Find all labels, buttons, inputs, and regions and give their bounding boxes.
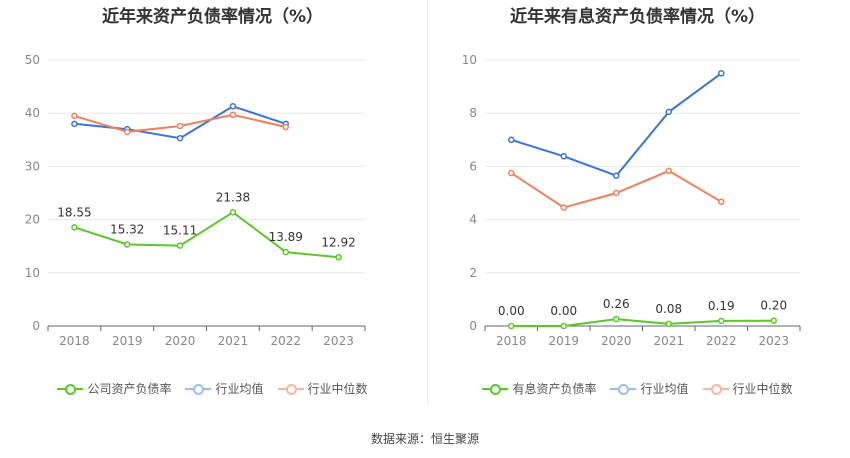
x-tick-label: 2022 bbox=[706, 334, 737, 348]
y-tick-label: 20 bbox=[25, 213, 40, 227]
x-tick-label: 2019 bbox=[112, 334, 143, 348]
legend-label: 行业中位数 bbox=[732, 382, 793, 396]
legend-line-orange-icon bbox=[277, 383, 304, 395]
data-point bbox=[560, 322, 567, 330]
legend-line-orange-icon bbox=[702, 383, 729, 395]
legend-label: 行业均值 bbox=[215, 382, 264, 396]
data-point bbox=[665, 320, 672, 328]
data-point bbox=[718, 198, 725, 206]
y-tick-label: 8 bbox=[469, 106, 477, 120]
data-label: 13.89 bbox=[269, 230, 303, 244]
legend-item-company-ratio[interactable]: 公司资产负债率 bbox=[57, 380, 171, 397]
data-point bbox=[508, 169, 515, 177]
x-tick-label: 2023 bbox=[323, 334, 354, 348]
x-tick-label: 2021 bbox=[653, 334, 684, 348]
x-tick-label: 2018 bbox=[59, 334, 90, 348]
y-tick-label: 0 bbox=[32, 319, 40, 333]
y-tick-label: 30 bbox=[25, 159, 40, 173]
legend-line-green-icon bbox=[482, 383, 509, 395]
data-point bbox=[613, 189, 620, 197]
data-point bbox=[665, 167, 672, 175]
data-point bbox=[718, 317, 725, 325]
data-point bbox=[508, 322, 515, 330]
x-tick-label: 2023 bbox=[758, 334, 789, 348]
legend-item-industry-median[interactable]: 行业中位数 bbox=[702, 380, 793, 397]
right-chart-title: 近年来有息资产负债率情况（%） bbox=[509, 7, 766, 27]
y-tick-label: 2 bbox=[469, 266, 477, 280]
y-tick-label: 0 bbox=[469, 319, 477, 333]
x-tick-label: 2019 bbox=[548, 334, 579, 348]
legend-item-interest-ratio[interactable]: 有息资产负债率 bbox=[482, 380, 596, 397]
data-point bbox=[282, 248, 289, 256]
y-tick-label: 6 bbox=[469, 159, 477, 173]
data-point bbox=[124, 241, 131, 248]
data-label: 0.20 bbox=[760, 299, 787, 313]
legend-item-industry-mean[interactable]: 行业均值 bbox=[185, 380, 264, 397]
data-point bbox=[335, 254, 342, 261]
data-point bbox=[560, 153, 567, 160]
data-label: 0.26 bbox=[603, 297, 630, 311]
data-point bbox=[613, 315, 620, 323]
data-label: 15.32 bbox=[110, 222, 144, 236]
series-line-1 bbox=[74, 105, 287, 140]
x-tick-label: 2020 bbox=[601, 334, 632, 348]
x-tick-label: 2021 bbox=[218, 334, 249, 348]
x-tick-label: 2020 bbox=[165, 334, 196, 348]
data-point bbox=[124, 128, 131, 136]
legend-line-green-icon bbox=[57, 383, 84, 395]
left-chart-plot: 0 10 20 30 40 50 2018 2019 2020 2021 2022 2023 18.55… bbox=[25, 53, 366, 348]
y-tick-label: 10 bbox=[462, 53, 477, 67]
x-tick-label: 2022 bbox=[270, 334, 301, 348]
y-tick-label: 4 bbox=[469, 213, 477, 227]
data-label: 0.08 bbox=[655, 302, 682, 316]
legend-item-industry-mean[interactable]: 行业均值 bbox=[610, 380, 689, 397]
data-point bbox=[176, 122, 184, 130]
data-point bbox=[71, 120, 78, 128]
right-chart-legend: 有息资产负债率 行业均值 行业中位数 bbox=[425, 380, 850, 397]
data-point bbox=[282, 123, 289, 131]
data-point bbox=[229, 103, 237, 110]
legend-item-industry-median[interactable]: 行业中位数 bbox=[277, 380, 368, 397]
data-label: 0.00 bbox=[550, 304, 577, 318]
data-label: 18.55 bbox=[57, 205, 91, 219]
data-label: 12.92 bbox=[321, 235, 355, 249]
left-chart-panel: 近年来资产负债率情况（%） 0 10 20 30 40 50 2018 2019 2020 202… bbox=[0, 0, 425, 420]
x-tick-label: 2018 bbox=[496, 334, 527, 348]
legend-label: 行业均值 bbox=[640, 382, 689, 396]
data-point bbox=[229, 209, 237, 216]
y-tick-label: 50 bbox=[25, 53, 40, 67]
data-point bbox=[560, 204, 567, 211]
legend-line-blue-icon bbox=[610, 383, 637, 395]
data-label: 21.38 bbox=[216, 190, 250, 204]
data-point bbox=[770, 317, 777, 324]
data-label: 15.11 bbox=[163, 224, 197, 238]
right-chart-panel: 近年来有息资产负债率情况（%） 0 2 4 6 8 10 2018 2019 2020 2021 2… bbox=[425, 0, 850, 420]
data-label: 0.19 bbox=[708, 299, 735, 313]
series-line-1 bbox=[511, 72, 722, 177]
data-point bbox=[508, 136, 515, 144]
data-label: 0.00 bbox=[498, 304, 525, 318]
data-source-note: 数据来源：恒生聚源 bbox=[370, 432, 479, 446]
left-chart-title: 近年来资产负债率情况（%） bbox=[101, 7, 324, 27]
data-point bbox=[176, 134, 184, 142]
data-point bbox=[71, 112, 78, 120]
data-point bbox=[229, 111, 237, 119]
legend-label: 公司资产负债率 bbox=[87, 382, 172, 396]
legend-line-blue-icon bbox=[185, 383, 212, 395]
right-chart-plot: 0 2 4 6 8 10 2018 2019 2020 2021 2022 2023 0.00 0.00 0… bbox=[462, 53, 801, 348]
legend-label: 行业中位数 bbox=[307, 382, 368, 396]
data-point bbox=[71, 224, 78, 231]
data-point bbox=[665, 108, 672, 116]
data-point bbox=[176, 242, 184, 249]
y-tick-label: 10 bbox=[25, 266, 40, 280]
panel-divider bbox=[427, 0, 428, 405]
data-point bbox=[718, 70, 725, 77]
data-point bbox=[613, 172, 620, 179]
series-line-0 bbox=[511, 318, 774, 327]
legend-label: 有息资产负债率 bbox=[512, 382, 597, 396]
left-chart-legend: 公司资产负债率 行业均值 行业中位数 bbox=[0, 380, 425, 397]
series-line-0 bbox=[74, 211, 339, 259]
y-tick-label: 40 bbox=[25, 106, 40, 120]
